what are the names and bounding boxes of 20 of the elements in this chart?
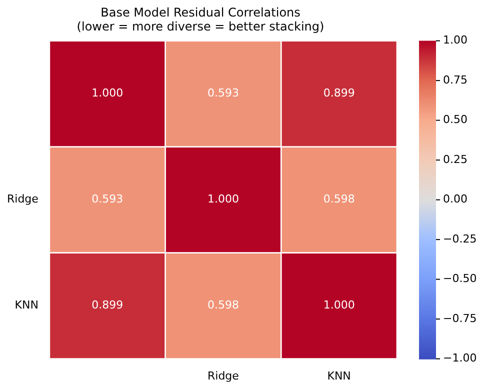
data-label: 0.593	[92, 192, 124, 206]
color-bar-label: 0.75	[443, 73, 468, 86]
color-bar-label: −0.50	[443, 272, 477, 286]
data-label: 0.593	[207, 86, 239, 100]
chart-title: Base Model Residual Correlations	[100, 5, 300, 20]
color-bar-label: 0.00	[443, 192, 468, 206]
color-bar-label: −0.25	[443, 232, 477, 246]
data-label: 0.598	[323, 192, 355, 206]
data-label: 1.000	[207, 192, 239, 206]
color-bar-label: −0.75	[443, 312, 477, 325]
color-bar-label: 0.50	[443, 113, 468, 126]
data-label: 0.598	[207, 298, 239, 312]
color-bar-label: 1.00	[443, 34, 468, 47]
data-label: 0.899	[92, 298, 124, 312]
chart-subtitle: (lower = more diverse = better stacking)	[76, 20, 324, 34]
color-bar-label: −1.00	[443, 352, 477, 365]
data-label: 1.000	[92, 86, 124, 100]
color-bar-label: 0.25	[443, 152, 468, 166]
data-label: 1.000	[323, 298, 355, 312]
data-label: 0.899	[323, 86, 355, 100]
